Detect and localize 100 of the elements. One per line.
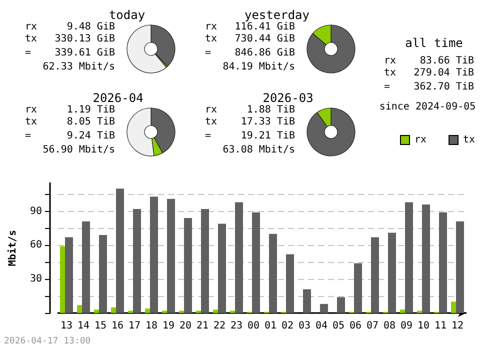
text: 1.88 TiB: [246, 104, 295, 116]
text: all time: [405, 36, 463, 50]
chart-title: yesterday: [244, 8, 310, 22]
bar: [252, 212, 260, 313]
text: 730.44 GiB: [234, 34, 295, 44]
text: 17.33 TiB: [240, 116, 295, 128]
bar: [451, 302, 456, 313]
text: tx: [205, 116, 218, 128]
bar: [201, 209, 209, 313]
chart-title: 2026-03: [262, 91, 314, 105]
bar: [184, 218, 192, 313]
x-tick-label: 17: [128, 320, 141, 332]
x-tick-label: 23: [230, 320, 243, 332]
bar: [116, 188, 124, 313]
x-tick-label: 09: [400, 320, 413, 332]
bar: [82, 221, 90, 313]
bar: [371, 237, 379, 313]
text: rx: [205, 104, 218, 116]
text: since 2024-09-05: [379, 102, 476, 112]
bar: [77, 305, 82, 313]
bar: [65, 237, 73, 313]
bar: [235, 202, 243, 313]
x-tick-label: 07: [366, 320, 379, 332]
text: =: [205, 48, 212, 58]
bar: [422, 204, 430, 313]
text: 362.70 TiB: [414, 82, 474, 92]
bar: [94, 310, 99, 313]
bar: [320, 304, 328, 313]
text: 279.04 TiB: [414, 68, 474, 78]
text: =: [205, 130, 212, 142]
y-tick-label: 60: [30, 240, 42, 251]
bar: [439, 212, 447, 313]
bar: [400, 310, 405, 313]
x-tick-label: 03: [298, 320, 311, 332]
text: 1.19 TiB: [66, 104, 115, 116]
x-tick-label: 21: [196, 320, 209, 332]
bar: [167, 198, 175, 313]
y-axis-title: Mbit/s: [6, 230, 18, 266]
text: =: [384, 82, 390, 92]
x-tick-label: 14: [77, 320, 90, 332]
text: 330.13 GiB: [54, 34, 115, 44]
text: 84.19 Mbit/s: [222, 62, 296, 72]
text: 62.33 Mbit/s: [42, 62, 116, 72]
x-tick-label: 20: [179, 320, 192, 332]
bar: [60, 246, 65, 313]
text: 2026-04-17 13:00: [4, 336, 91, 346]
text: tx: [25, 34, 38, 44]
bar: [354, 263, 362, 313]
text: rx: [205, 22, 218, 32]
text: 56.90 Mbit/s: [42, 144, 116, 156]
chart-title: today: [108, 8, 146, 22]
bar: [133, 209, 141, 313]
bar: [99, 235, 107, 313]
bar: [111, 307, 116, 313]
text: tx: [205, 34, 218, 44]
y-tick-label: 90: [30, 206, 42, 217]
text: rx: [25, 104, 38, 116]
x-tick-label: 12: [451, 320, 464, 332]
x-tick-label: 06: [349, 320, 362, 332]
bar: [388, 232, 396, 313]
text: rx: [25, 22, 38, 32]
text: 339.61 GiB: [54, 48, 115, 58]
text: 19.21 TiB: [240, 130, 295, 142]
legend-label: tx: [463, 134, 476, 146]
x-tick-label: 08: [383, 320, 396, 332]
text: rx: [384, 56, 396, 66]
chart-title: 2026-04: [92, 91, 144, 105]
x-tick-label: 11: [434, 320, 447, 332]
y-tick-label: 30: [30, 274, 42, 285]
text: =: [25, 130, 32, 142]
x-tick-label: 16: [111, 320, 124, 332]
bar: [145, 308, 150, 313]
bar: [337, 297, 345, 313]
x-tick-label: 18: [145, 320, 158, 332]
bar: [405, 202, 413, 313]
text: 116.41 GiB: [234, 22, 295, 32]
text: tx: [384, 68, 396, 78]
x-tick-label: 19: [162, 320, 175, 332]
x-tick-label: 04: [315, 320, 328, 332]
bar: [150, 196, 158, 313]
x-tick-label: 00: [247, 320, 260, 332]
bar: [218, 224, 226, 313]
bar: [269, 234, 277, 313]
x-tick-label: 05: [332, 320, 345, 332]
x-tick-label: 22: [213, 320, 226, 332]
text: 83.66 TiB: [420, 56, 474, 66]
x-tick-label: 15: [94, 320, 107, 332]
text: 9.48 GiB: [66, 22, 115, 32]
text: 846.86 GiB: [234, 48, 295, 58]
bar: [213, 310, 218, 313]
text: 9.24 TiB: [66, 130, 115, 142]
text: tx: [25, 116, 38, 128]
text: 8.05 TiB: [66, 116, 115, 128]
legend-label: rx: [414, 134, 427, 146]
x-tick-label: 02: [281, 320, 294, 332]
text: =: [25, 48, 32, 58]
bar: [286, 254, 294, 313]
bar: [303, 289, 311, 313]
x-tick-label: 01: [264, 320, 277, 332]
x-tick-label: 10: [417, 320, 430, 332]
